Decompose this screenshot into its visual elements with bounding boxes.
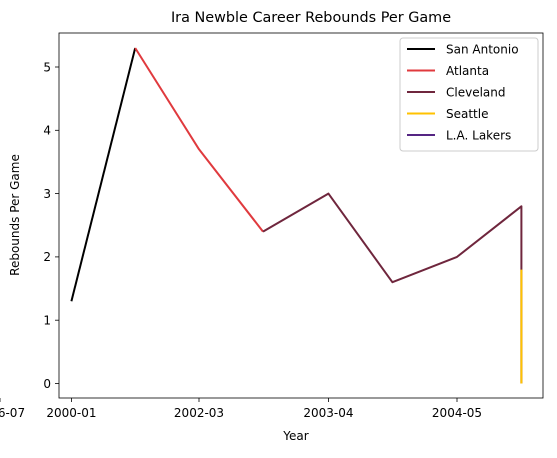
legend-label-seattle: Seattle [446,107,488,121]
y-tick-label: 0 [43,377,51,391]
x-tick-label: 2004-05 [432,406,482,420]
y-tick-label: 1 [43,314,51,328]
legend-label-cleveland: Cleveland [446,85,506,99]
series-line-cleveland [262,192,523,384]
y-axis-label: Rebounds Per Game [8,154,22,276]
plot-frame [58,32,544,399]
x-tick-label: 2006-07 [0,406,25,420]
legend-label-l-a-lakers: L.A. Lakers [446,128,511,142]
x-tick-label: 2000-01 [46,406,96,420]
legend: San Antonio Atlanta Cleveland Seattle L.A. L… [399,37,539,152]
series-lines [70,47,523,384]
y-axis-ticks: 0 1 2 3 4 5 [43,60,59,391]
series-line-atlanta [134,47,264,233]
x-tick-label: 2002-03 [174,406,224,420]
x-axis-ticks: 2000-01 2002-03 2003-04 2004-05 2006-07 [0,398,482,420]
x-tick-label: 2003-04 [303,406,353,420]
y-tick-label: 4 [43,124,51,138]
legend-label-atlanta: Atlanta [446,64,489,78]
series-line-san-antonio [70,47,137,302]
legend-box [399,37,539,152]
legend-label-san-antonio: San Antonio [446,42,519,56]
axes [58,32,544,399]
chart-title: Ira Newble Career Rebounds Per Game [171,10,451,26]
y-tick-label: 3 [43,187,51,201]
y-tick-label: 2 [43,250,51,264]
y-tick-label: 5 [43,60,51,74]
x-axis-label: Year [282,429,308,443]
